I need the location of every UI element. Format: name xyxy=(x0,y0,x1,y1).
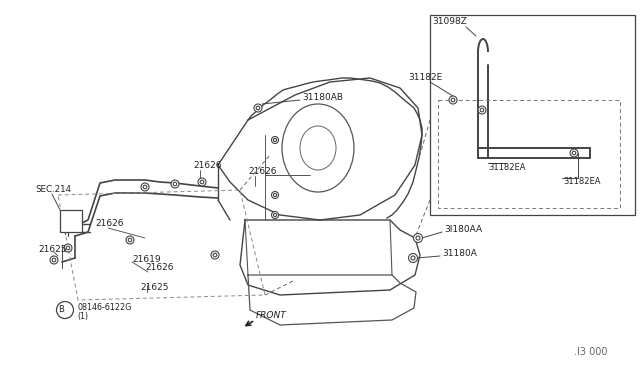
Text: 31098Z: 31098Z xyxy=(432,17,467,26)
Circle shape xyxy=(50,256,58,264)
Circle shape xyxy=(408,253,417,263)
Circle shape xyxy=(128,238,132,242)
Circle shape xyxy=(173,182,177,186)
Text: 31180A: 31180A xyxy=(442,250,477,259)
Circle shape xyxy=(480,108,484,112)
Ellipse shape xyxy=(300,126,336,170)
Text: 31182EA: 31182EA xyxy=(488,163,525,171)
Circle shape xyxy=(273,138,276,142)
Circle shape xyxy=(213,253,217,257)
Circle shape xyxy=(66,246,70,250)
Text: 31182E: 31182E xyxy=(408,74,442,83)
Text: 21619: 21619 xyxy=(132,256,161,264)
Circle shape xyxy=(570,149,578,157)
Text: .I3 000: .I3 000 xyxy=(574,347,607,357)
Circle shape xyxy=(271,212,278,218)
Circle shape xyxy=(413,234,422,243)
Circle shape xyxy=(271,192,278,199)
Circle shape xyxy=(198,178,206,186)
Circle shape xyxy=(254,104,262,112)
Text: (1): (1) xyxy=(77,312,88,321)
Circle shape xyxy=(200,180,204,184)
Ellipse shape xyxy=(282,104,354,192)
Text: SEC.214: SEC.214 xyxy=(35,186,71,195)
Text: 21626: 21626 xyxy=(248,167,276,176)
Circle shape xyxy=(56,301,74,318)
Text: 21625: 21625 xyxy=(140,283,168,292)
Circle shape xyxy=(141,183,149,191)
Text: B: B xyxy=(58,305,64,314)
Circle shape xyxy=(211,251,219,259)
Circle shape xyxy=(478,106,486,114)
Circle shape xyxy=(271,137,278,144)
Text: FRONT: FRONT xyxy=(256,311,287,321)
Circle shape xyxy=(256,106,260,110)
Circle shape xyxy=(416,236,420,240)
Text: 08146-6122G: 08146-6122G xyxy=(77,304,131,312)
Circle shape xyxy=(411,256,415,260)
Circle shape xyxy=(64,244,72,252)
Text: 21626: 21626 xyxy=(145,263,173,273)
Circle shape xyxy=(451,98,455,102)
Text: 31182EA: 31182EA xyxy=(563,177,600,186)
Circle shape xyxy=(273,193,276,196)
Circle shape xyxy=(449,96,457,104)
Text: 21625: 21625 xyxy=(38,246,67,254)
Text: 21626: 21626 xyxy=(193,161,221,170)
Circle shape xyxy=(171,180,179,188)
Circle shape xyxy=(52,258,56,262)
Circle shape xyxy=(143,185,147,189)
Circle shape xyxy=(273,214,276,217)
Text: 31180AB: 31180AB xyxy=(302,93,343,103)
Circle shape xyxy=(126,236,134,244)
Text: 21626: 21626 xyxy=(95,219,124,228)
Bar xyxy=(430,15,635,215)
Circle shape xyxy=(572,151,576,155)
FancyBboxPatch shape xyxy=(60,210,82,232)
Text: 3I180AA: 3I180AA xyxy=(444,225,482,234)
